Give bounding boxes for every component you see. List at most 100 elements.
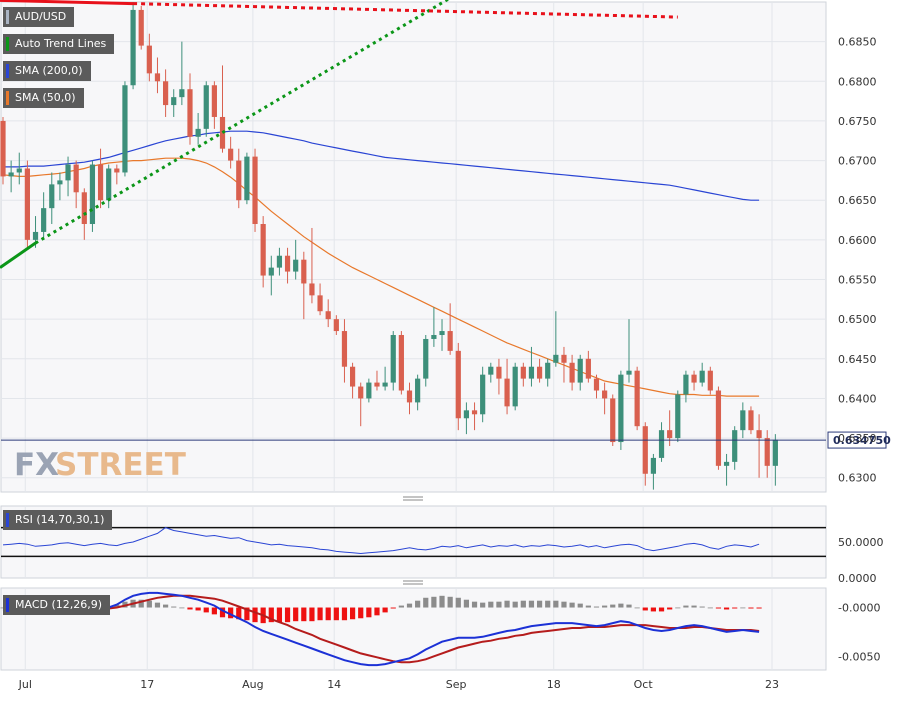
sma50-line	[2, 157, 760, 397]
x-tick-label: 17	[140, 678, 154, 691]
watermark-fx: FX	[14, 447, 59, 483]
macd-histogram-bar	[236, 607, 242, 620]
candle	[195, 113, 201, 145]
legend-symbol[interactable]: AUD/USD	[3, 7, 75, 27]
candle	[423, 335, 429, 387]
candle	[463, 402, 470, 435]
macd-swatch	[6, 598, 9, 612]
macd-histogram-bar	[658, 607, 665, 612]
macd-histogram-bar	[715, 607, 722, 609]
macd-histogram-bar	[179, 607, 185, 609]
macd-histogram-bar	[366, 607, 372, 618]
support-trendline-solid	[0, 241, 37, 269]
rsi-panel	[0, 505, 827, 579]
x-tick-label: 23	[765, 678, 779, 691]
legend-rsi[interactable]: RSI (14,70,30,1)	[3, 510, 113, 530]
macd-signal-line	[3, 594, 760, 664]
price-panel	[0, 1, 827, 493]
macd-histogram-bar	[455, 597, 461, 608]
macd-histogram-bar	[228, 607, 234, 619]
legend-macd-label: MACD (12,26,9)	[15, 598, 103, 611]
macd-histogram-bar	[154, 602, 161, 608]
price-tick-label: 0.6350	[838, 432, 877, 445]
rsi-tick-label: 50.0000	[838, 536, 884, 549]
candle	[211, 81, 217, 129]
candle	[553, 311, 559, 367]
candle	[309, 227, 315, 304]
price-tick-label: 0.6500	[838, 313, 877, 326]
candle	[301, 251, 307, 320]
x-tick-label: 14	[327, 678, 341, 691]
macd-histogram-bar	[114, 604, 120, 608]
macd-histogram-bar	[293, 607, 299, 622]
macd-histogram-bar	[699, 606, 705, 608]
macd-histogram-bar	[431, 596, 437, 608]
candle	[284, 247, 291, 284]
macd-histogram-bar	[390, 607, 396, 609]
macd-histogram-bar	[301, 607, 307, 622]
candle	[691, 370, 697, 391]
macd-histogram-bar	[252, 607, 258, 623]
macd-tick-label: -0.0050	[838, 650, 880, 663]
candle	[496, 358, 502, 395]
price-tick-label: 0.6400	[838, 392, 877, 405]
x-tick-label: Oct	[634, 678, 654, 691]
candle	[455, 342, 461, 431]
legend-sma50[interactable]: SMA (50,0)	[3, 88, 84, 108]
candle	[138, 5, 144, 50]
legend-sma200[interactable]: SMA (200,0)	[3, 61, 91, 81]
x-tick-label: Jul	[18, 678, 32, 691]
support-trendline-dotted	[34, 0, 450, 245]
panel-divider-1[interactable]	[403, 496, 423, 501]
candle	[415, 374, 421, 411]
legend-macd[interactable]: MACD (12,26,9)	[3, 595, 111, 615]
macd-histogram-bar	[577, 603, 583, 608]
candle	[748, 406, 754, 435]
candle	[488, 362, 494, 383]
macd-histogram-bar	[406, 603, 413, 608]
macd-histogram-bar	[349, 607, 356, 620]
candle	[756, 414, 762, 478]
sma200-swatch	[6, 64, 9, 78]
candle	[675, 390, 681, 443]
macd-histogram-bar	[471, 601, 478, 608]
price-tick-label: 0.6850	[838, 36, 877, 49]
last-price-label: 0.634750	[833, 434, 891, 447]
macd-histogram-bar	[520, 600, 526, 608]
candle	[57, 172, 63, 201]
candle	[341, 319, 348, 383]
candle	[203, 81, 209, 137]
macd-histogram-bar	[276, 607, 283, 623]
legend-symbol-label: AUD/USD	[15, 10, 67, 23]
candle	[561, 346, 567, 383]
legend-sma200-label: SMA (200,0)	[15, 64, 83, 77]
legend-trend-lines[interactable]: Auto Trend Lines	[3, 34, 115, 54]
macd-histogram-bar	[398, 605, 404, 608]
macd-histogram-bar	[382, 607, 388, 613]
price-tick-label: 0.6800	[838, 75, 877, 88]
legend-sma50-label: SMA (50,0)	[15, 91, 76, 104]
macd-histogram-bar	[585, 605, 591, 608]
candle	[593, 374, 600, 399]
candle	[650, 453, 656, 490]
macd-histogram-bar	[187, 607, 193, 610]
candle	[41, 192, 47, 240]
macd-histogram-bar	[488, 601, 494, 608]
candle	[244, 152, 250, 205]
macd-histogram-bar	[358, 607, 364, 619]
macd-histogram-bar	[284, 607, 291, 623]
macd-histogram-bar	[439, 595, 445, 608]
candle	[439, 319, 445, 351]
candle	[504, 358, 510, 415]
panel-divider-2[interactable]	[403, 580, 423, 585]
candle	[260, 216, 266, 288]
candle	[577, 354, 583, 391]
fxstreet-watermark: FX STREET	[14, 447, 186, 483]
candle	[772, 434, 778, 486]
macd-histogram-bar	[756, 607, 762, 609]
macd-histogram-bar	[748, 607, 754, 609]
macd-histogram-bar	[463, 599, 470, 608]
macd-histogram-bar	[211, 607, 217, 615]
candle	[252, 148, 258, 232]
